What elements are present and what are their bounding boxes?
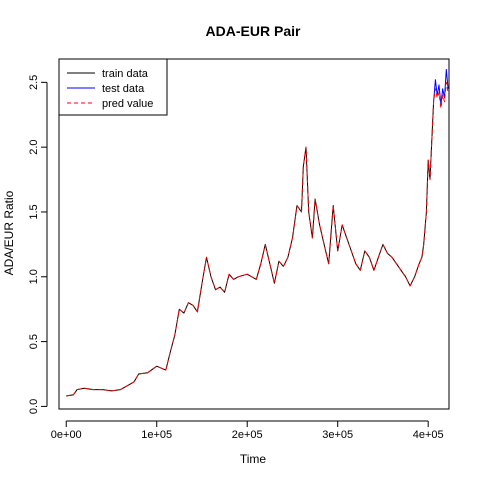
chart-title: ADA-EUR Pair (206, 23, 301, 39)
legend: train data test data pred value (58, 58, 168, 116)
legend-box (58, 58, 168, 116)
x-tick-label: 1e+05 (141, 429, 172, 441)
x-tick-label: 0e+00 (51, 429, 82, 441)
axes-layer: 0e+00 1e+05 2e+05 3e+05 4e+05 0.0 0.5 1.0 1.5 2.0… (28, 75, 444, 441)
y-tick-label: 2.0 (28, 139, 40, 154)
y-tick-label: 0.5 (28, 334, 40, 349)
legend-label-pred: pred value (102, 98, 153, 110)
y-tick-label: 1.0 (28, 269, 40, 284)
x-tick-label: 3e+05 (322, 429, 353, 441)
plot-frame (58, 58, 450, 410)
legend-label-train: train data (102, 68, 149, 80)
legend-label-test: test data (102, 83, 145, 95)
series-layer (66, 68, 449, 397)
x-tick-label: 2e+05 (232, 429, 263, 441)
y-tick-label: 2.5 (28, 75, 40, 90)
y-tick-label: 1.5 (28, 204, 40, 219)
y-tick-label: 0.0 (28, 399, 40, 414)
x-tick-label: 4e+05 (413, 429, 444, 441)
x-axis-label: Time (240, 452, 267, 466)
y-axis-label: ADA/EUR Ratio (2, 190, 16, 275)
